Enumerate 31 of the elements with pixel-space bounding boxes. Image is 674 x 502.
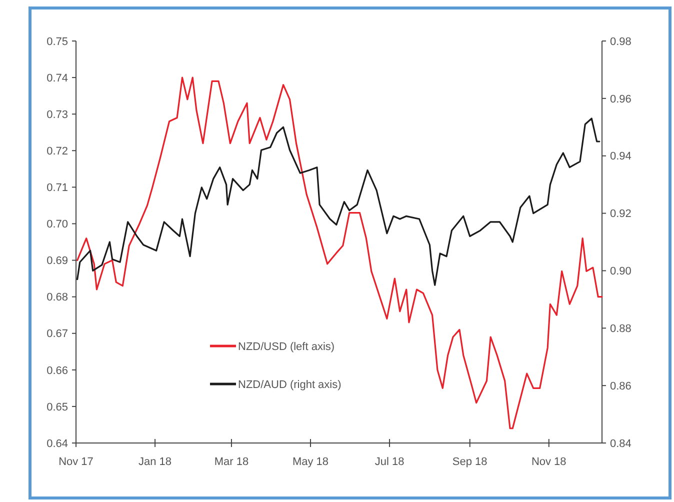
x-tick-label: Nov 17 <box>58 456 94 468</box>
y-tick-label: 0.74 <box>46 72 68 84</box>
y2-tick-label: 0.92 <box>610 208 632 220</box>
y2-tick-label: 0.84 <box>610 438 632 450</box>
x-tick-label: Sep 18 <box>452 456 488 468</box>
y-tick-label: 0.75 <box>46 36 68 48</box>
y-tick-label: 0.67 <box>46 328 68 340</box>
y2-tick-label: 0.98 <box>610 36 632 48</box>
y2-tick-label: 0.96 <box>610 93 632 106</box>
x-tick-label: Mar 18 <box>214 456 249 468</box>
y-tick-label: 0.66 <box>46 364 68 377</box>
line-series <box>76 76 603 430</box>
y-tick-label: 0.64 <box>46 438 68 450</box>
y-tick-label: 0.71 <box>46 182 68 194</box>
y-tick-label: 0.73 <box>46 108 68 121</box>
y-tick-label: 0.68 <box>46 292 68 304</box>
y2-tick-label: 0.90 <box>610 266 632 278</box>
y-tick-label: 0.65 <box>46 401 68 414</box>
y2-tick-label: 0.88 <box>610 322 632 335</box>
y-tick-label: 0.70 <box>46 218 68 231</box>
y2-tick-label: 0.94 <box>610 150 632 163</box>
x-tick-label: Nov 18 <box>531 456 566 468</box>
legend-label: NZD/AUD (right axis) <box>238 378 342 391</box>
x-tick-label: Jul 18 <box>374 456 404 468</box>
x-tick-label: Jan 18 <box>138 456 172 468</box>
line-series <box>76 118 600 286</box>
x-tick-label: May 18 <box>292 456 329 468</box>
y2-tick-label: 0.86 <box>610 380 632 392</box>
legend-label: NZD/USD (left axis) <box>238 340 335 353</box>
y-tick-label: 0.69 <box>46 255 68 268</box>
y-tick-label: 0.72 <box>46 145 68 158</box>
